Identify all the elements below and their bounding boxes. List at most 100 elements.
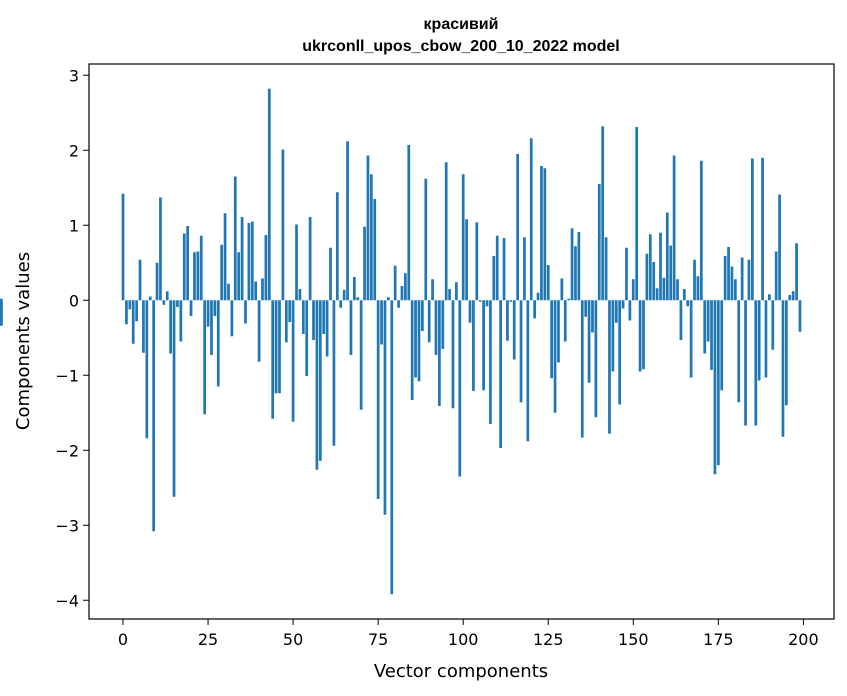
bar: [604, 237, 608, 301]
y-axis-label: Components values: [13, 252, 34, 430]
bar: [665, 212, 669, 301]
bar: [461, 174, 465, 301]
bar: [346, 141, 349, 301]
bar: [478, 300, 482, 302]
bar: [159, 197, 162, 301]
bar: [424, 178, 428, 301]
bar: [305, 300, 309, 376]
bar: [506, 300, 509, 341]
bar: [250, 221, 254, 301]
bar: [325, 300, 329, 357]
bar: [533, 300, 536, 319]
bar: [631, 279, 635, 301]
bar: [682, 289, 686, 301]
bars-group: [0, 88, 802, 595]
bar: [240, 217, 244, 301]
bar: [502, 238, 506, 301]
x-tick-label: 0: [118, 630, 128, 649]
y-tick-label: 2: [69, 141, 79, 160]
bar: [655, 288, 659, 301]
bar: [693, 259, 696, 301]
bar: [366, 155, 370, 301]
bar: [271, 300, 275, 419]
bar: [577, 232, 581, 301]
y-tick-label: 1: [69, 216, 79, 235]
bar: [257, 300, 261, 362]
bar: [369, 174, 373, 301]
bar: [795, 243, 798, 301]
bar: [438, 300, 441, 406]
bar: [492, 256, 496, 301]
bar: [489, 300, 492, 424]
bar: [781, 300, 785, 437]
bar: [169, 300, 172, 354]
bar: [536, 292, 540, 301]
y-tick-label: −4: [55, 591, 79, 610]
bar: [162, 300, 166, 305]
bar: [635, 127, 639, 301]
bar: [397, 300, 400, 308]
bar: [451, 300, 455, 409]
x-axis-ticks: 0 25 50 75 100 125 150 175 200: [118, 619, 819, 649]
bar: [699, 160, 703, 301]
bar: [0, 300, 3, 325]
y-tick-label: 3: [69, 66, 79, 85]
bar: [563, 300, 567, 342]
bar: [339, 300, 343, 308]
bar: [458, 300, 462, 477]
bar: [587, 300, 591, 383]
bar: [730, 266, 734, 301]
bar: [121, 193, 125, 301]
bar: [223, 213, 227, 301]
bar: [475, 222, 479, 301]
bar: [400, 286, 404, 301]
bar: [720, 300, 724, 391]
chart-subtitle: ukrconll_upos_cbow_200_10_2022 model: [302, 38, 619, 55]
bar: [131, 300, 135, 344]
bar: [523, 237, 526, 301]
bar: [421, 300, 424, 331]
bar: [696, 276, 700, 301]
bar: [516, 154, 519, 301]
x-tick-label: 75: [368, 630, 388, 649]
bar: [495, 235, 499, 301]
bar: [128, 300, 132, 310]
bar: [220, 244, 224, 301]
bar: [189, 300, 193, 316]
x-tick-label: 200: [788, 630, 819, 649]
bar: [444, 162, 448, 301]
bar: [676, 279, 679, 301]
bar: [778, 194, 781, 301]
bar: [125, 300, 128, 325]
bar: [332, 300, 336, 446]
bar: [594, 300, 598, 418]
bar: [298, 289, 302, 301]
bar: [591, 300, 594, 333]
bar: [597, 184, 601, 301]
bar: [390, 300, 394, 595]
bar: [543, 168, 547, 301]
bar: [393, 265, 397, 301]
bar: [468, 300, 472, 323]
bar: [751, 158, 754, 301]
bar: [659, 232, 662, 301]
bar: [686, 300, 690, 307]
bar: [206, 300, 210, 327]
bar: [193, 252, 196, 301]
bar: [342, 289, 346, 301]
bar: [247, 223, 251, 301]
bar: [417, 300, 421, 382]
bar: [540, 166, 543, 301]
bar: [281, 149, 285, 301]
bar: [638, 300, 642, 372]
bar: [689, 300, 693, 378]
bar: [601, 126, 605, 301]
bar: [264, 235, 268, 301]
bar: [761, 157, 764, 301]
bar: [213, 300, 217, 316]
bar: [747, 259, 751, 301]
x-tick-label: 175: [703, 630, 734, 649]
bar: [716, 300, 720, 466]
bar: [376, 300, 380, 499]
bar: [737, 300, 741, 403]
